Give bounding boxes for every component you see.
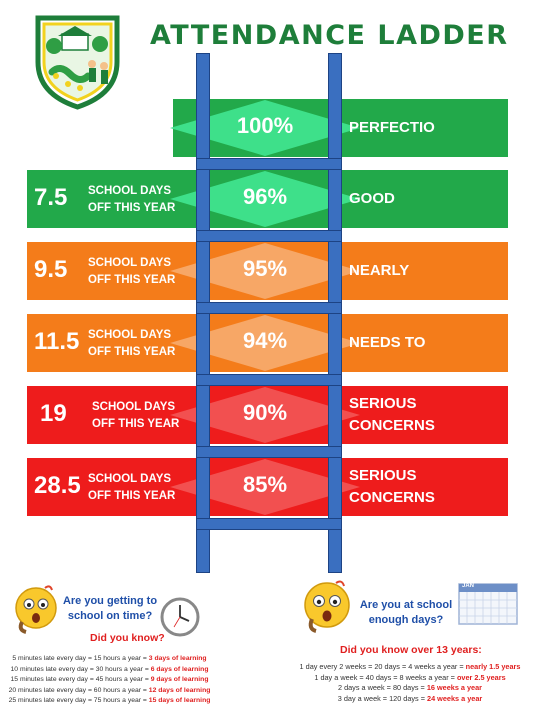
- days-off-number: 7.5: [34, 184, 68, 211]
- attendance-percent: 95%: [242, 256, 288, 281]
- fact-line: 25 minutes late every day = 75 hours a y…: [2, 697, 217, 704]
- calendar-icon: [458, 583, 518, 625]
- fact-highlight: 16 weeks a year: [426, 683, 483, 692]
- days-off-text: SCHOOL DAYS OFF THIS YEAR: [88, 329, 176, 358]
- school-logo: [35, 15, 120, 110]
- fact-text: 2 days a week = 80 days =: [337, 683, 427, 692]
- level-label: SERIOUS CONCERNS: [349, 467, 435, 506]
- ladder-rung: [196, 158, 342, 170]
- fact-line: 15 minutes late every day = 45 hours a y…: [2, 676, 217, 683]
- ladder-row: 100% PERFECTIO: [0, 99, 534, 157]
- attendance-percent: 100%: [236, 113, 294, 138]
- fact-text: 1 day every 2 weeks = 20 days = 4 weeks …: [299, 662, 466, 671]
- fact-line: 20 minutes late every day = 60 hours a y…: [2, 687, 217, 694]
- attendance-percent: 90%: [242, 400, 288, 425]
- ladder-row: 94% NEEDS TO 11.5 SCHOOL DAYS OFF THIS YEAR: [0, 314, 534, 372]
- worried-emoji-icon: [15, 585, 57, 634]
- ladder-rung: [196, 374, 342, 386]
- level-label: NEEDS TO: [349, 334, 426, 351]
- diamond-shape: [170, 243, 360, 299]
- diamond-shape: [170, 459, 360, 515]
- fact-highlight: 24 weeks a year: [427, 693, 483, 703]
- fact-text: 15 minutes late every day = 45 hours a y…: [10, 676, 151, 683]
- ladder-row: 90% SERIOUS CONCERNS 19 SCHOOL DAYS OFF THI…: [0, 386, 534, 444]
- fact-text: 20 minutes late every day = 60 hours a y…: [8, 686, 149, 694]
- diamond-shape: [170, 387, 360, 443]
- fact-highlight: nearly 1.5 years: [465, 662, 521, 671]
- days-off-text: SCHOOL DAYS OFF THIS YEAR: [88, 257, 176, 286]
- level-label: SERIOUS CONCERNS: [349, 395, 435, 434]
- fact-line: 1 day every 2 weeks = 20 days = 4 weeks …: [290, 662, 530, 671]
- ladder-row: 96% GOOD 7.5 SCHOOL DAYS OFF THIS YEAR: [0, 170, 534, 228]
- page-title: ATTENDANCE LADDER: [150, 20, 509, 51]
- ladder-rung: [196, 302, 342, 314]
- left-question: Are you getting to school on time?: [62, 595, 158, 622]
- days-off-text: SCHOOL DAYS OFF THIS YEAR: [88, 185, 176, 214]
- fact-text: 1 day a week = 40 days = 8 weeks a year …: [314, 672, 457, 682]
- level-label: NEARLY: [349, 262, 410, 279]
- fact-text: 25 minutes late every day = 75 hours a y…: [8, 697, 149, 704]
- fact-text: 3 day a week = 120 days =: [337, 693, 428, 703]
- fact-line: 10 minutes late every day = 30 hours a y…: [2, 666, 217, 673]
- fact-line: 2 days a week = 80 days = 16 weeks a yea…: [290, 683, 530, 692]
- days-off-text: SCHOOL DAYS OFF THIS YEAR: [88, 473, 176, 502]
- fact-highlight: 9 days of learning: [150, 676, 209, 683]
- fact-highlight: 15 days of learning: [148, 697, 211, 704]
- worried-emoji-icon: [304, 580, 350, 633]
- fact-text: 10 minutes late every day = 30 hours a y…: [10, 665, 151, 673]
- days-off-number: 19: [40, 400, 67, 427]
- ladder-row: 85% SERIOUS CONCERNS 28.5 SCHOOL DAYS OFF T…: [0, 458, 534, 516]
- fact-text: 5 minutes late every day = 15 hours a ye…: [12, 655, 149, 662]
- fact-highlight: 6 days of learning: [150, 665, 209, 673]
- days-off-number: 9.5: [34, 256, 68, 283]
- clock-icon: [160, 597, 200, 637]
- fact-highlight: 12 days of learning: [148, 686, 211, 694]
- level-label: PERFECTIO: [349, 119, 435, 136]
- fact-highlight: 3 days of learning: [148, 655, 207, 662]
- fact-line: 1 day a week = 40 days = 8 weeks a year …: [290, 673, 530, 682]
- fact-highlight: over 2.5 years: [456, 672, 506, 682]
- ladder-rung: [196, 446, 342, 458]
- fact-line: 5 minutes late every day = 15 hours a ye…: [2, 655, 217, 662]
- diamond-shape: [170, 100, 360, 156]
- right-question: Are you at school enough days?: [359, 599, 453, 626]
- days-off-number: 28.5: [34, 472, 81, 499]
- attendance-percent: 85%: [242, 472, 288, 497]
- diamond-shape: [170, 171, 360, 227]
- days-off-text: SCHOOL DAYS OFF THIS YEAR: [92, 401, 180, 430]
- calendar-month-label: JAN: [462, 583, 475, 589]
- diamond-shape: [170, 315, 360, 371]
- ladder-row: 95% NEARLY 9.5 SCHOOL DAYS OFF THIS YEAR: [0, 242, 534, 300]
- left-did-you-know: Did you know?: [90, 632, 165, 644]
- attendance-percent: 94%: [242, 328, 288, 353]
- right-did-you-know: Did you know over 13 years:: [340, 644, 482, 656]
- ladder-rung: [196, 518, 342, 530]
- ladder-rung: [196, 230, 342, 242]
- fact-line: 3 day a week = 120 days = 24 weeks a yea…: [290, 694, 530, 703]
- attendance-percent: 96%: [242, 184, 288, 209]
- days-off-number: 11.5: [34, 328, 80, 355]
- level-label: GOOD: [349, 190, 395, 207]
